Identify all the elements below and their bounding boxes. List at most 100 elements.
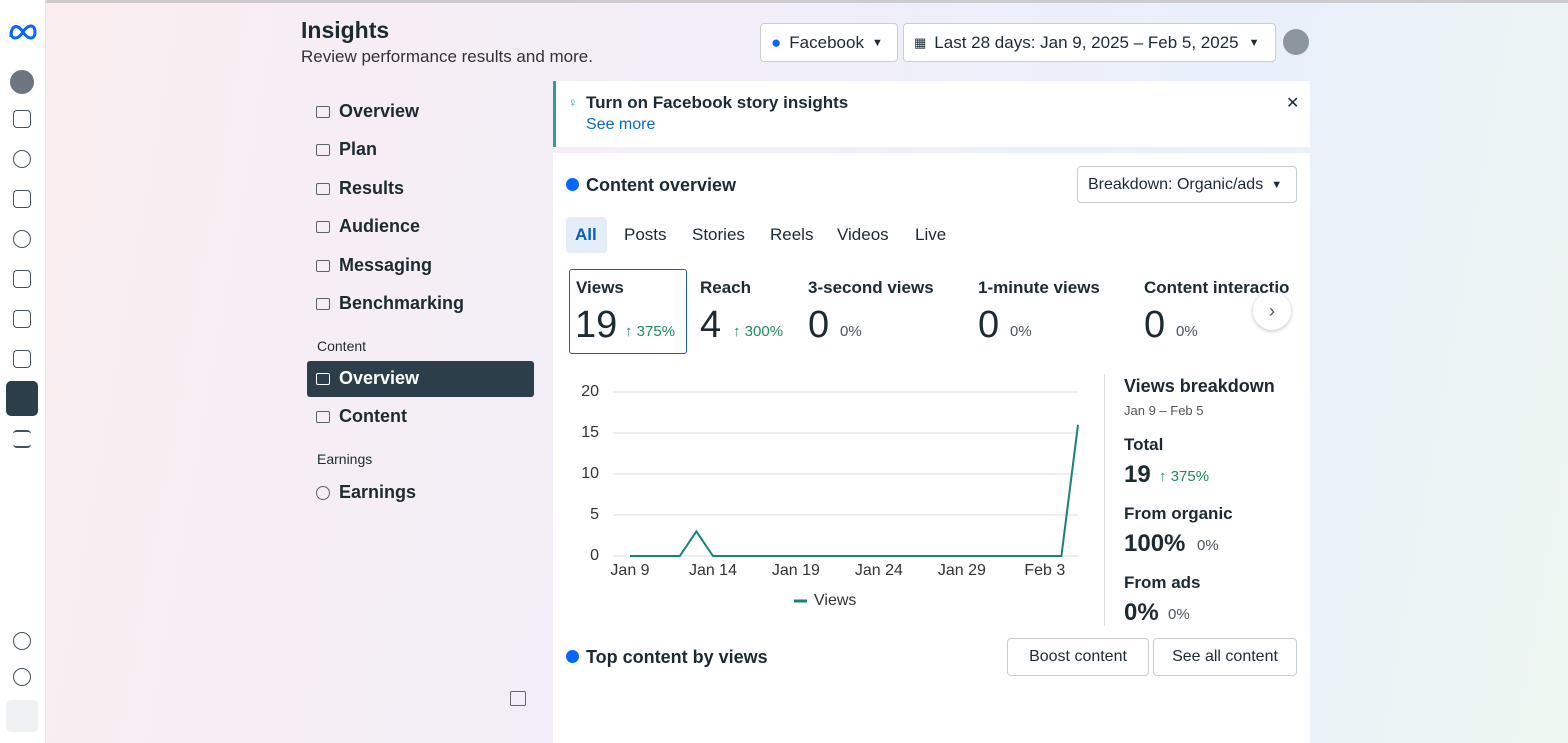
next-button[interactable]: › <box>1253 292 1291 330</box>
x-tick-label: Jan 14 <box>689 562 737 579</box>
nav-item[interactable]: Overview <box>339 101 420 121</box>
breakdown-range: Jan 9 – Feb 5 <box>1124 403 1204 418</box>
x-tick-label: Jan 9 <box>610 562 649 579</box>
settings-icon[interactable] <box>13 668 31 686</box>
nav-icon <box>316 411 330 423</box>
profile-avatar[interactable] <box>1283 29 1309 55</box>
date-range: Last 28 days: Jan 9, 2025 – Feb 5, 2025 <box>934 32 1239 52</box>
metric-selected[interactable] <box>569 269 687 354</box>
breakdown-value: 0% <box>1124 599 1159 626</box>
metric-value: 4 <box>700 304 722 346</box>
y-tick-label: 15 <box>581 424 599 441</box>
bulb-icon: ♀ <box>568 95 578 110</box>
section-title: Top content by views <box>586 647 768 667</box>
metric-value: 0 <box>808 304 830 346</box>
insights-icon[interactable] <box>6 381 38 416</box>
metric-clip: Content interactio 0 0% <box>1130 270 1298 360</box>
fb-icon <box>566 178 579 191</box>
metric-label: Views <box>576 278 624 297</box>
metric-value: 0 <box>978 304 1000 346</box>
top-edge <box>0 0 1568 3</box>
metric-change: 0% <box>1176 323 1198 340</box>
page-title: Insights <box>301 17 390 43</box>
search-icon[interactable] <box>13 632 31 650</box>
collapse-icon[interactable] <box>510 691 526 706</box>
breakdown-label: Breakdown: Organic/ads <box>1088 175 1264 193</box>
ads-icon[interactable] <box>13 350 31 368</box>
nav-icon <box>316 260 330 272</box>
tab[interactable]: Posts <box>624 225 667 244</box>
avatar[interactable] <box>10 70 34 94</box>
nav-item[interactable]: Audience <box>339 216 421 236</box>
nav-icon <box>316 373 330 385</box>
breakdown-title: Views breakdown <box>1124 376 1275 396</box>
metric-label: 1-minute views <box>978 278 1100 297</box>
y-tick-label: 5 <box>590 506 599 523</box>
meta-logo <box>9 24 37 40</box>
y-tick-label: 10 <box>581 465 599 482</box>
tab[interactable]: Videos <box>837 225 889 244</box>
breakdown-label: Total <box>1124 435 1164 454</box>
divider <box>1104 374 1105 626</box>
metric-value: 0 <box>1144 304 1166 346</box>
nav-item[interactable]: Messaging <box>339 255 433 275</box>
nav-item[interactable]: Benchmarking <box>339 293 465 313</box>
metric-change: 0% <box>840 323 862 340</box>
nav-item[interactable]: Plan <box>339 139 378 159</box>
x-tick-label: Jan 29 <box>938 562 986 579</box>
compass-icon[interactable] <box>13 150 31 168</box>
platform-dropdown[interactable]: ● Facebook ▼ <box>760 23 898 62</box>
nav-selected-bg <box>307 361 534 397</box>
breakdown-change: 0% <box>1197 537 1219 554</box>
boost-button[interactable]: Boost content <box>1007 638 1149 676</box>
posts-icon[interactable] <box>13 270 31 288</box>
close-button[interactable]: ✕ <box>1286 95 1300 112</box>
breakdown-value: 100% <box>1124 530 1186 557</box>
y-tick-label: 20 <box>581 383 599 400</box>
section-title: Content overview <box>586 175 737 195</box>
tab-selected-bg <box>566 217 607 253</box>
breakdown-value: 19 <box>1124 461 1151 488</box>
metric-label: Reach <box>700 278 752 297</box>
menu-icon[interactable] <box>13 430 31 448</box>
tab[interactable]: All <box>575 225 597 244</box>
nav-item[interactable]: Results <box>339 178 405 198</box>
nav-item[interactable]: Content <box>339 406 407 426</box>
x-tick-label: Jan 24 <box>855 562 903 579</box>
nav-icon <box>316 221 330 233</box>
nav-icon <box>316 144 330 156</box>
line <box>630 424 1079 557</box>
tab[interactable]: Live <box>915 225 947 244</box>
legend-label: Views <box>814 592 856 609</box>
breakdown-label: From organic <box>1124 504 1233 523</box>
y-tick-label: 0 <box>590 547 599 564</box>
bell-icon[interactable] <box>13 190 31 208</box>
nav-icon <box>316 298 330 310</box>
tab[interactable]: Stories <box>692 225 745 244</box>
chat-icon[interactable] <box>13 230 31 248</box>
page-subtitle: Review performance results and more. <box>301 47 593 66</box>
nav-item[interactable]: Overview <box>339 368 420 388</box>
banner-title: Turn on Facebook story insights <box>586 93 849 112</box>
views-chart: 0 5 10 15 20 Jan 9 Jan 14 Jan 19 Jan 24 Jan 29 Feb… <box>581 383 1079 609</box>
nav-section: Earnings <box>317 451 373 467</box>
table-icon[interactable] <box>13 310 31 328</box>
nav-section: Content <box>317 338 367 354</box>
breakdown-label: From ads <box>1124 573 1201 592</box>
icon-rail <box>0 0 46 743</box>
breakdown-change: 0% <box>1168 606 1190 623</box>
breakdown-dropdown[interactable]: Breakdown: Organic/ads ▼ <box>1077 166 1297 203</box>
nav-item[interactable]: Earnings <box>339 482 417 502</box>
tab[interactable]: Reels <box>770 225 814 244</box>
see-all-button[interactable]: See all content <box>1153 638 1297 676</box>
metric-change: ↑ 375% <box>625 323 676 340</box>
nav-icon <box>316 106 330 118</box>
date-dropdown[interactable]: ▦ Last 28 days: Jan 9, 2025 – Feb 5, 2025… <box>903 23 1276 62</box>
home-icon[interactable] <box>13 110 31 128</box>
metric-label: Content interactio <box>1144 278 1290 297</box>
platform-label: Facebook <box>789 32 864 52</box>
help-icon[interactable] <box>6 700 38 732</box>
banner-link[interactable]: See more <box>586 116 656 133</box>
banner: ♀ Turn on Facebook story insights See mo… <box>553 81 1310 147</box>
